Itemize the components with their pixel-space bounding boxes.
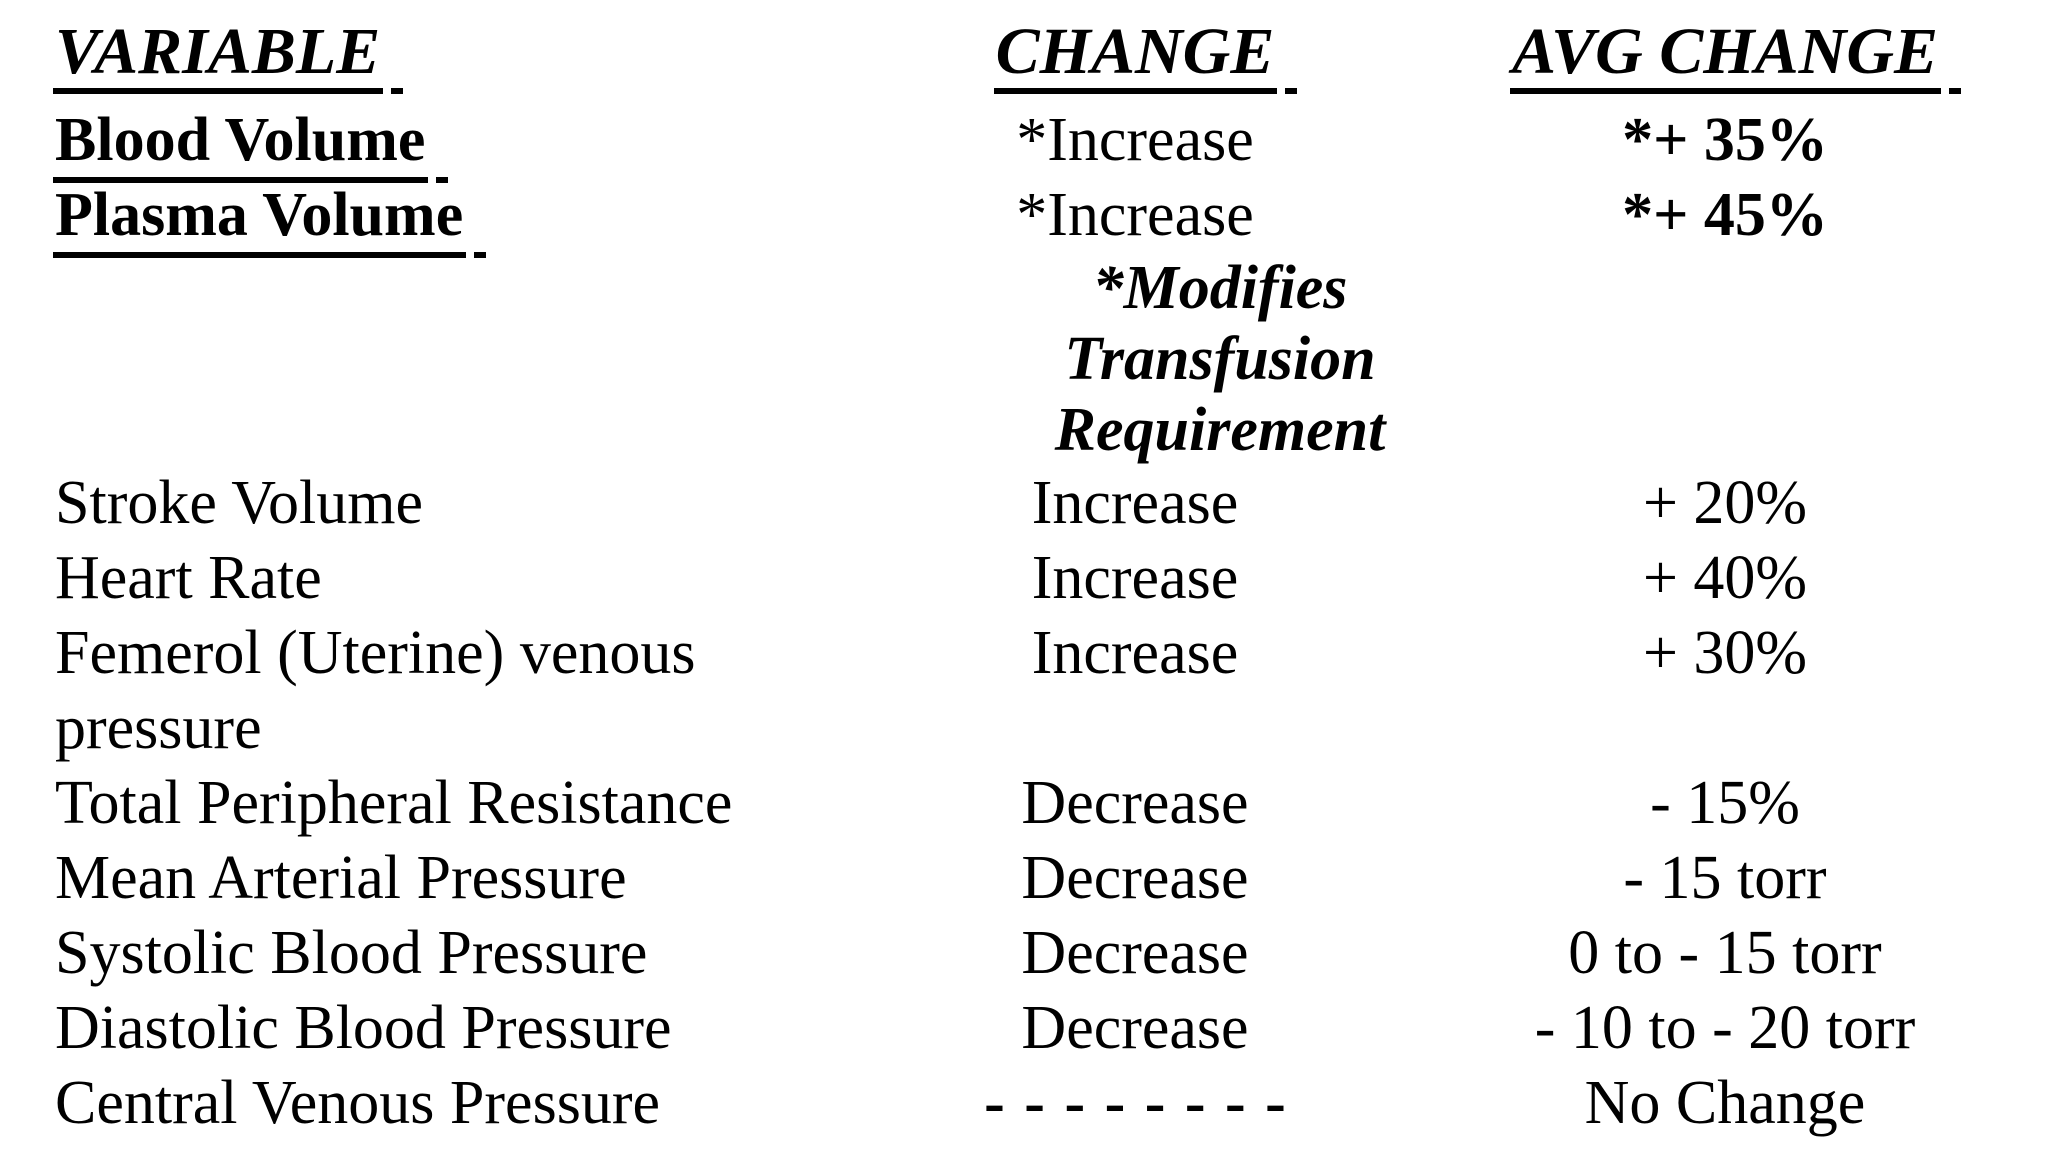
avg-change-cell: *+ 35%: [1622, 106, 1828, 174]
table-row-mean-arterial-pressure: Mean Arterial Pressure Decrease - 15 tor…: [55, 841, 2048, 916]
change-cell: Decrease: [1021, 769, 1249, 837]
variable-cell: Diastolic Blood Pressure: [55, 994, 672, 1062]
change-cell: Decrease: [1021, 994, 1249, 1062]
avg-change-cell: 0 to - 15 torr: [1568, 919, 1882, 987]
variable-cell: Systolic Blood Pressure: [55, 919, 648, 987]
change-cell: Increase: [1031, 469, 1239, 537]
variable-label: Blood Volume: [52, 103, 449, 183]
table-row-central-venous-pressure: Central Venous Pressure - - - - - - - - …: [55, 1066, 2048, 1141]
variable-label: Plasma Volume: [52, 178, 487, 258]
header-row: VARIABLE CHANGE AVG CHANGE: [52, 14, 2048, 94]
table-row-heart-rate: Heart Rate Increase + 40%: [55, 541, 2048, 616]
variable-cell: Total Peripheral Resistance: [55, 769, 733, 837]
change-cell: Increase: [1031, 619, 1239, 687]
avg-change-cell: + 40%: [1642, 544, 1808, 612]
table-row-diastolic-blood-pressure: Diastolic Blood Pressure Decrease - 10 t…: [55, 991, 2048, 1066]
avg-change-cell: - 15%: [1650, 769, 1800, 837]
change-cell: *Increase: [1016, 181, 1254, 249]
avg-change-cell: - 10 to - 20 torr: [1534, 994, 1916, 1062]
table-row-total-peripheral-resistance: Total Peripheral Resistance Decrease - 1…: [55, 766, 2048, 841]
note-row: *Modifies Transfusion Requirement: [55, 253, 2048, 466]
asterisk-note: *Modifies Transfusion Requirement: [1054, 254, 1386, 464]
variable-cell: Blood Volume: [52, 103, 855, 183]
variable-cell: Plasma Volume: [52, 178, 855, 258]
change-cell: - - - - - - - -: [984, 1069, 1286, 1137]
variable-cell: Mean Arterial Pressure: [55, 844, 627, 912]
change-cell: Decrease: [1021, 844, 1249, 912]
change-cell: *Increase: [1016, 106, 1254, 174]
variable-cell: Femerol (Uterine) venous pressure: [55, 616, 855, 766]
table-row-plasma-volume: Plasma Volume *Increase *+ 45%: [52, 178, 2048, 258]
variable-cell: Stroke Volume: [55, 469, 424, 537]
note-cell: *Modifies Transfusion Requirement: [855, 253, 1415, 466]
avg-change-cell: + 30%: [1642, 619, 1808, 687]
table-row-femoral-venous-pressure: Femerol (Uterine) venous pressure Increa…: [55, 616, 2048, 766]
table-row-systolic-blood-pressure: Systolic Blood Pressure Decrease 0 to - …: [55, 916, 2048, 991]
avg-change-cell: *+ 45%: [1622, 181, 1828, 249]
variable-cell: Heart Rate: [55, 544, 322, 612]
avg-change-cell: No Change: [1584, 1069, 1866, 1137]
header-avg-change: AVG CHANGE: [1415, 14, 2035, 94]
header-change-label: CHANGE: [993, 15, 1298, 94]
table-row-blood-volume: Blood Volume *Increase *+ 35%: [52, 103, 2048, 183]
variable-label: Femerol (Uterine) venous pressure: [55, 619, 696, 762]
header-variable: VARIABLE: [52, 14, 855, 94]
avg-change-cell: - 15 torr: [1623, 844, 1827, 912]
header-avg-change-label: AVG CHANGE: [1509, 15, 1962, 94]
change-cell: Decrease: [1021, 919, 1249, 987]
variable-cell: Central Venous Pressure: [55, 1069, 660, 1137]
header-change: CHANGE: [855, 14, 1415, 94]
header-variable-label: VARIABLE: [52, 15, 404, 94]
table-row-stroke-volume: Stroke Volume Increase + 20%: [55, 466, 2048, 541]
change-cell: Increase: [1031, 544, 1239, 612]
avg-change-cell: + 20%: [1642, 469, 1808, 537]
